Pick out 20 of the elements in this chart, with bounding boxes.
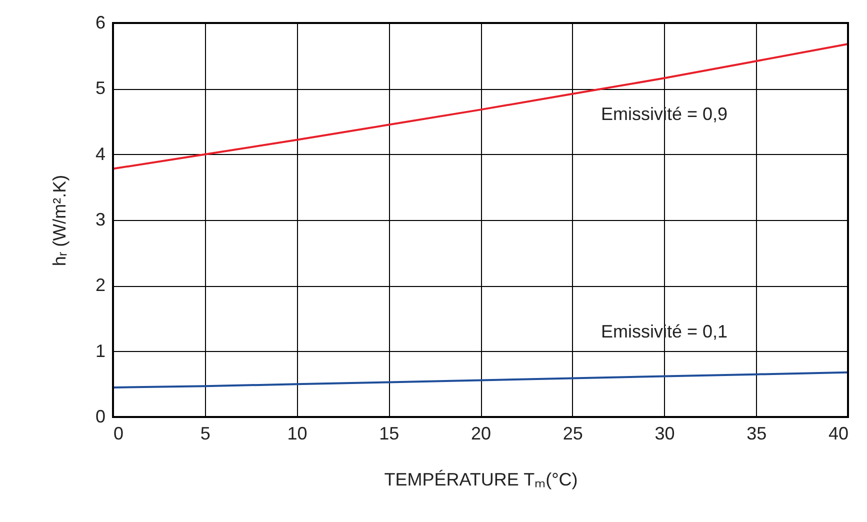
x-tick-label: 5 [200, 424, 210, 444]
x-axis-title: TEMPÉRATURE Tₘ(°C) [384, 470, 578, 490]
x-tick-label: 35 [746, 424, 767, 444]
x-tick-label: 20 [470, 424, 492, 444]
y-tick-label: 4 [95, 144, 106, 164]
x-tick-label: 30 [654, 424, 675, 444]
line-series [112, 43, 849, 170]
y-tick-label: 1 [95, 340, 106, 361]
y-axis-title: hᵣ (W/m².K) [49, 174, 70, 266]
x-tick-label: 0 [114, 424, 124, 444]
y-tick-label: 3 [95, 210, 106, 230]
y-tick-label: 5 [95, 78, 106, 98]
x-tick-label: 40 [828, 424, 848, 444]
x-tick-label: 15 [379, 424, 400, 444]
y-tick-label: 2 [95, 275, 106, 296]
x-tick-label: 25 [562, 424, 583, 444]
y-tick-label: 0 [95, 406, 106, 426]
x-tick-label: 10 [287, 424, 308, 444]
line-series [112, 371, 849, 388]
y-tick-label: 6 [95, 12, 106, 32]
